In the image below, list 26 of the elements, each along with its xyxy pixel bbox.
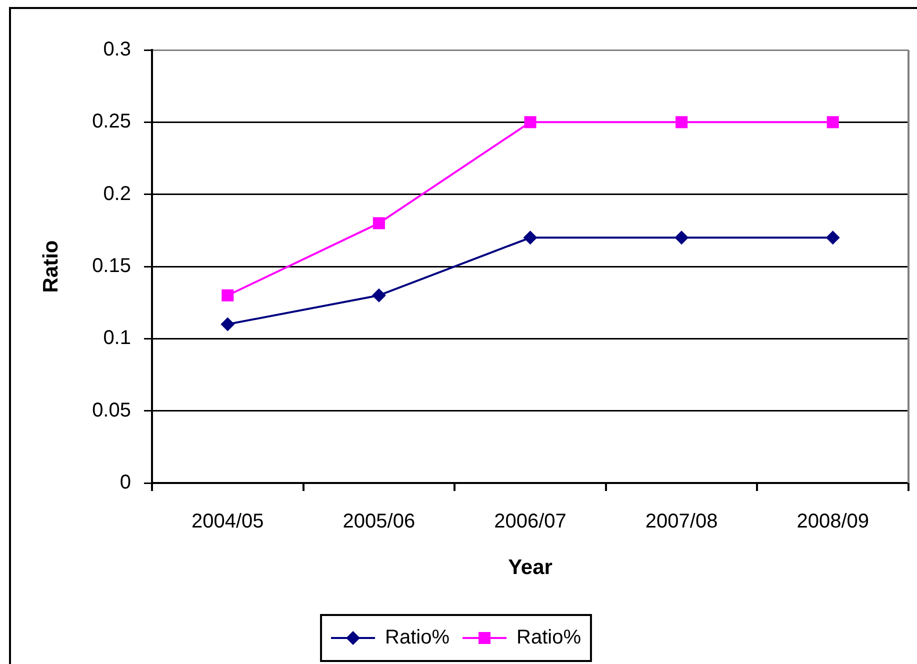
y-tick-label: 0 bbox=[120, 472, 131, 494]
y-tick-label: 0.3 bbox=[103, 38, 131, 61]
point bbox=[676, 116, 688, 128]
point bbox=[220, 317, 235, 332]
y-tick-label: 0.1 bbox=[103, 327, 131, 350]
point bbox=[372, 217, 385, 230]
y-tick-label: 0.15 bbox=[92, 255, 131, 278]
x-tick-label: 2004/05 bbox=[192, 510, 264, 533]
point bbox=[372, 288, 386, 302]
point bbox=[674, 230, 689, 245]
y-tick-label: 0.2 bbox=[103, 182, 131, 205]
point bbox=[222, 289, 234, 302]
point bbox=[523, 230, 538, 245]
y-axis-title: Ratio bbox=[39, 240, 62, 293]
x-axis-title: Year bbox=[508, 556, 552, 580]
point bbox=[524, 116, 536, 128]
x-tick-label: 2008/09 bbox=[796, 510, 869, 533]
y-tick-label: 0.05 bbox=[92, 399, 131, 422]
x-tick-label: 2005/06 bbox=[342, 510, 416, 533]
y-tick-label: 0.25 bbox=[92, 110, 131, 133]
x-tick-label: 2006/07 bbox=[494, 510, 566, 533]
legend-label: Ratio% bbox=[385, 626, 450, 649]
point bbox=[826, 116, 839, 128]
legend-label: Ratio% bbox=[516, 626, 582, 649]
x-tick-label: 2007/08 bbox=[645, 510, 718, 533]
point bbox=[826, 230, 840, 245]
